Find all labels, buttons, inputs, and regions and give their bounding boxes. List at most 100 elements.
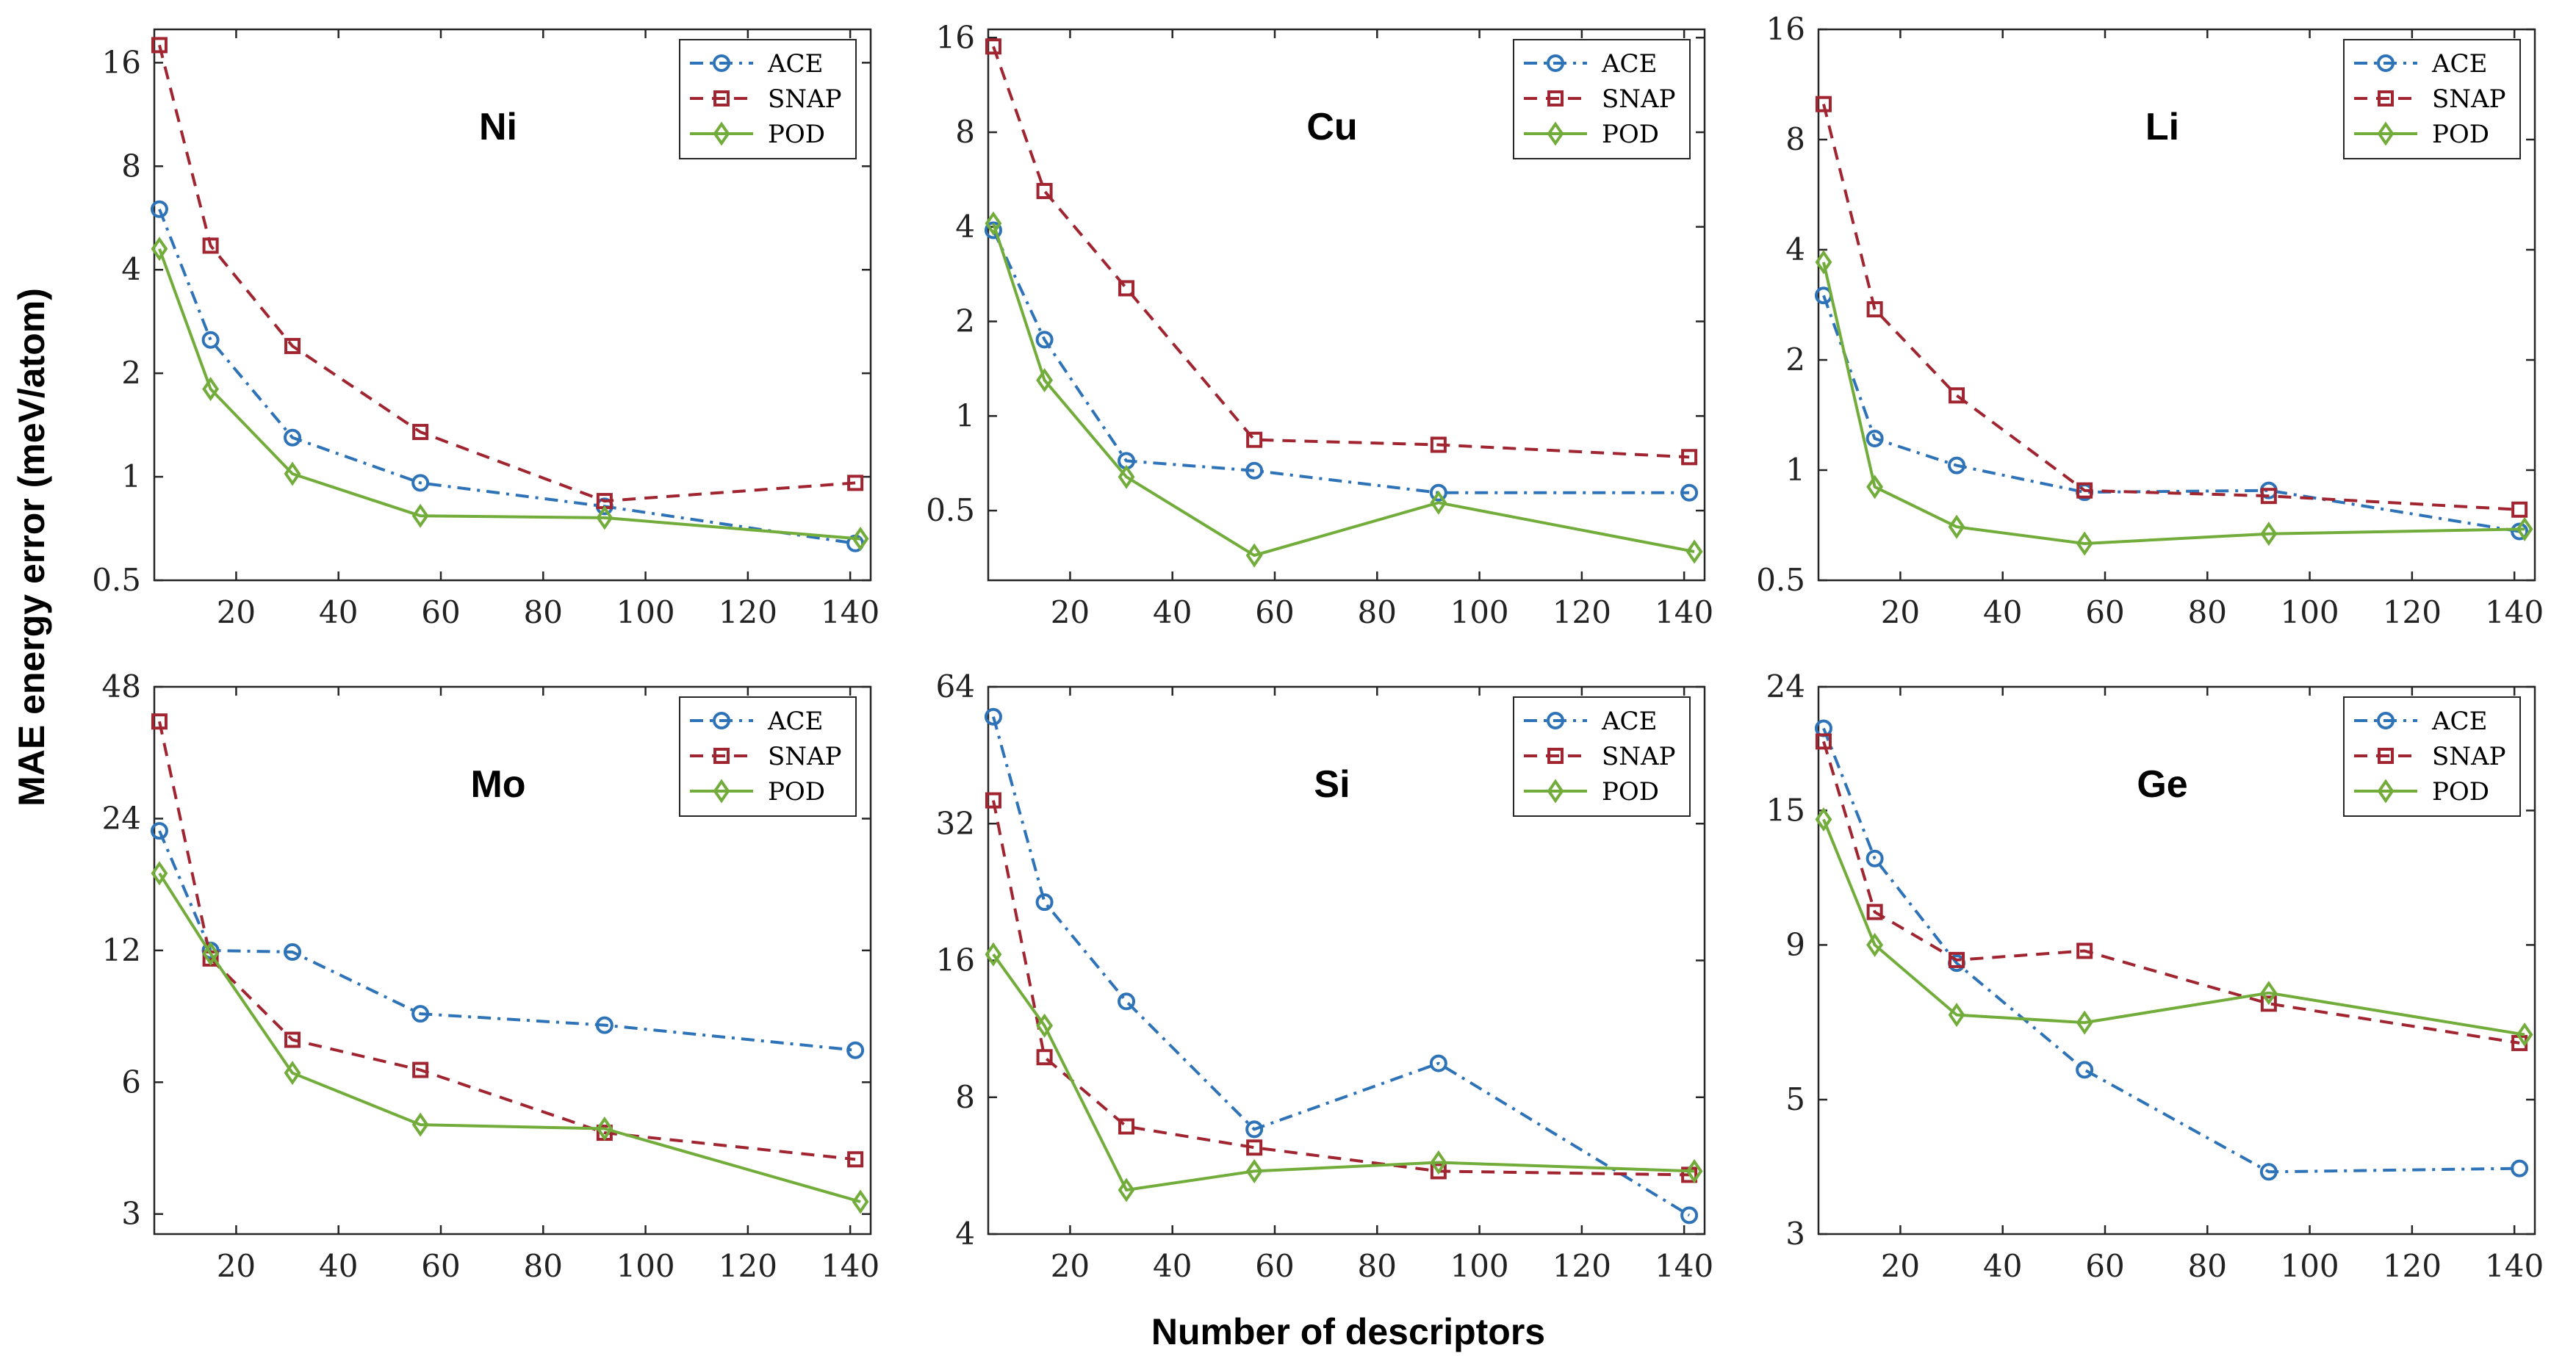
legend-label-snap: SNAP <box>1602 742 1675 771</box>
x-tick-label: 40 <box>1153 594 1192 630</box>
y-tick-label: 16 <box>102 44 141 80</box>
y-axis-label: MAE energy error (meV/atom) <box>11 288 52 807</box>
legend-marker-pod <box>1547 121 1564 146</box>
legend-marker-pod <box>2377 779 2395 804</box>
x-tick-label: 140 <box>2485 594 2544 630</box>
data-point-ace <box>1429 483 1447 502</box>
x-tick-label: 60 <box>2085 594 2124 630</box>
y-tick-label: 4 <box>955 209 975 245</box>
series-line-ace <box>992 716 1691 1217</box>
data-point-snap <box>985 792 1001 809</box>
x-tick-label: 140 <box>821 1248 879 1284</box>
legend-marker-snap <box>2378 748 2394 764</box>
y-tick-label: 15 <box>1766 792 1805 828</box>
x-tick-label: 60 <box>421 594 460 630</box>
x-tick-label: 80 <box>2188 594 2227 630</box>
y-tick-label: 2 <box>955 303 975 339</box>
data-point-snap <box>1118 1118 1135 1135</box>
legend-box <box>679 39 857 159</box>
panel-title: Ni <box>479 106 517 148</box>
y-tick-label: 2 <box>1785 342 1805 378</box>
x-tick-label: 20 <box>217 594 256 630</box>
data-point-snap <box>1815 95 1832 112</box>
x-tick-label: 40 <box>319 1248 358 1284</box>
data-point-pod <box>852 527 869 552</box>
legend-label-snap: SNAP <box>2432 84 2505 114</box>
panels: 20 40 60 80 100 120 1400.5124816NiACESNAPPOD20… <box>92 11 2544 1284</box>
x-tick-label: 80 <box>524 594 563 630</box>
data-point-snap <box>1430 436 1447 453</box>
x-tick-label: 60 <box>1255 594 1294 630</box>
x-tick-label: 20 <box>1051 594 1090 630</box>
y-tick-label: 3 <box>121 1196 141 1232</box>
data-point-ace <box>1035 331 1054 349</box>
data-point-pod <box>1036 368 1054 393</box>
data-point-pod <box>2076 1010 2093 1035</box>
data-point-snap <box>1866 301 1883 318</box>
legend-marker-ace <box>2377 712 2395 729</box>
legend-label-ace: ACE <box>2431 707 2487 736</box>
data-point-pod <box>1685 1158 1703 1183</box>
legend-marker-pod <box>2377 121 2395 146</box>
x-tick-label: 60 <box>2085 1248 2124 1284</box>
legend-marker-pod <box>1547 779 1564 804</box>
x-tick-label: 80 <box>2188 1248 2227 1284</box>
data-point-ace <box>150 822 168 840</box>
series-line-snap <box>1822 740 2520 1045</box>
x-tick-label: 40 <box>1153 1248 1192 1284</box>
data-point-ace <box>284 428 302 447</box>
data-point-pod <box>1815 250 1832 275</box>
panel-title: Mo <box>470 763 525 806</box>
y-tick-label: 6 <box>121 1064 141 1100</box>
data-point-pod <box>202 941 220 966</box>
x-tick-label: 120 <box>719 594 777 630</box>
data-point-snap <box>1949 951 1965 968</box>
panel-ni: 20 40 60 80 100 120 140 0.5 1 2 4 8 16 Ni ACE SNAP POD <box>92 28 879 630</box>
legend-label-pod: POD <box>768 777 825 807</box>
data-point-snap <box>2076 482 2093 499</box>
data-point-pod <box>2260 522 2278 547</box>
legend-label-snap: SNAP <box>1602 84 1675 114</box>
data-point-pod <box>1118 1178 1135 1202</box>
data-point-snap <box>2260 488 2277 505</box>
legend-marker-ace <box>713 54 730 72</box>
legend-label-ace: ACE <box>1601 707 1657 736</box>
data-point-pod <box>1245 1158 1263 1183</box>
legend-label-pod: POD <box>2432 777 2489 807</box>
y-tick-label: 24 <box>1766 668 1805 704</box>
legend-label-ace: ACE <box>767 49 823 79</box>
data-point-pod <box>2516 516 2533 541</box>
series-line-pod <box>1822 818 2525 1036</box>
data-point-ace <box>2259 1163 2278 1181</box>
y-tick-label: 16 <box>936 942 975 978</box>
data-point-pod <box>1036 1013 1054 1038</box>
y-tick-label: 0.5 <box>92 562 141 598</box>
y-tick-label: 0.5 <box>926 492 975 528</box>
legend-marker-ace <box>1547 712 1564 729</box>
legend-marker-snap <box>713 90 730 107</box>
data-point-pod <box>284 1061 301 1086</box>
series-line-snap <box>992 46 1690 459</box>
legend-label-ace: ACE <box>1601 49 1657 79</box>
x-tick-label: 120 <box>2383 594 2442 630</box>
data-point-pod <box>2516 1023 2533 1047</box>
data-point-ace <box>411 1005 430 1023</box>
legend-marker-ace <box>1547 54 1564 72</box>
y-tick-label: 12 <box>102 932 141 968</box>
data-point-ace <box>846 1041 865 1059</box>
data-point-snap <box>202 237 219 254</box>
data-point-snap <box>2260 995 2277 1012</box>
series-line-snap <box>1822 104 2520 511</box>
data-point-ace <box>1866 429 1884 447</box>
x-tick-label: 120 <box>1553 594 1611 630</box>
data-point-snap <box>1118 280 1135 297</box>
y-tick-label: 8 <box>955 114 975 150</box>
x-tick-label: 40 <box>1983 1248 2022 1284</box>
legend-marker-pod <box>713 121 730 146</box>
y-tick-label: 8 <box>121 148 141 184</box>
data-point-ace <box>1429 1054 1447 1072</box>
y-tick-label: 3 <box>1785 1216 1805 1252</box>
x-tick-label: 20 <box>1881 1248 1920 1284</box>
y-tick-label: 4 <box>1785 231 1805 267</box>
